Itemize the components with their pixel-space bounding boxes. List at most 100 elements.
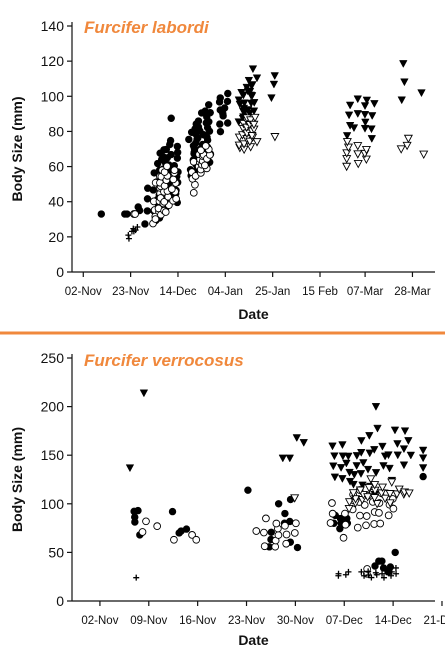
data-point-filled-triangle: [292, 434, 302, 443]
data-point-filled-triangle: [353, 95, 362, 104]
data-point-open-circle: [326, 519, 335, 527]
x-tick-label: 28-Mar: [394, 286, 431, 298]
data-point-filled-triangle: [125, 464, 135, 473]
data-point-filled-triangle: [361, 118, 370, 127]
x-tick-label: 09-Nov: [130, 615, 167, 627]
data-point-filled-triangle: [242, 83, 251, 92]
data-point-filled-circle: [134, 203, 142, 211]
data-point-filled-circle: [204, 101, 213, 109]
data-point-plus: [132, 227, 139, 234]
data-point-filled-triangle: [399, 60, 408, 68]
data-point-open-triangle: [351, 495, 361, 504]
data-point-open-circle: [282, 530, 291, 539]
data-point-filled-triangle: [404, 437, 413, 445]
data-point-filled-triangle: [139, 389, 149, 398]
data-point-open-triangle: [245, 116, 256, 125]
data-point-filled-circle: [205, 118, 213, 126]
data-point-open-circle: [376, 519, 385, 528]
y-tick-label: 60: [48, 159, 64, 175]
data-point-filled-circle: [166, 136, 175, 145]
x-tick-label: 16-Nov: [179, 615, 216, 627]
x-axis-label-labordi: Date: [238, 306, 269, 322]
data-point-filled-triangle: [338, 441, 347, 450]
data-point-open-circle: [281, 521, 289, 530]
data-point-open-triangle: [370, 494, 380, 503]
data-point-filled-triangle: [267, 94, 276, 103]
data-point-open-circle: [153, 522, 162, 531]
data-point-filled-circle: [194, 134, 202, 142]
data-point-filled-circle: [173, 142, 182, 151]
data-point-open-triangle: [403, 134, 413, 144]
data-point-open-circle: [170, 166, 179, 175]
data-point-filled-triangle: [350, 471, 359, 479]
data-point-filled-circle: [378, 557, 386, 565]
data-point-open-triangle: [344, 498, 355, 507]
data-point-open-triangle: [355, 486, 365, 495]
data-point-plus: [379, 570, 386, 577]
y-tick-label: 100: [41, 496, 65, 512]
data-point-filled-circle: [167, 114, 175, 122]
data-point-filled-circle: [216, 127, 225, 136]
marks-verrocosus: [125, 389, 428, 581]
data-point-open-circle: [192, 535, 201, 544]
data-point-open-triangle: [385, 490, 395, 499]
y-tick-label: 250: [41, 350, 65, 366]
data-point-open-circle: [260, 528, 268, 537]
data-point-filled-triangle: [249, 107, 259, 116]
data-point-plus: [125, 232, 132, 239]
data-point-open-circle: [260, 542, 269, 551]
data-point-open-triangle: [249, 120, 259, 130]
data-point-filled-triangle: [358, 481, 367, 490]
y-ticks-verrocosus: 0 50 100 150 200 250: [41, 350, 72, 609]
data-point-open-triangle: [342, 162, 352, 172]
data-point-filled-circle: [123, 210, 131, 218]
data-point-open-triangle: [419, 150, 429, 160]
data-point-filled-triangle: [406, 451, 416, 460]
data-point-filled-triangle: [393, 440, 402, 449]
data-point-open-triangle: [361, 146, 371, 155]
data-point-open-triangle: [247, 132, 257, 141]
data-point-filled-circle: [205, 127, 214, 135]
data-point-open-triangle: [290, 494, 300, 503]
data-point-open-circle: [341, 520, 350, 529]
data-point-open-triangle: [380, 494, 390, 504]
data-point-open-circle: [262, 514, 270, 523]
data-point-filled-triangle: [397, 96, 406, 105]
data-point-filled-triangle: [330, 473, 340, 482]
data-point-open-circle: [341, 509, 349, 518]
data-point-plus: [393, 570, 400, 577]
data-point-filled-triangle: [278, 454, 288, 463]
data-point-open-triangle: [402, 141, 412, 151]
data-point-open-triangle: [364, 483, 374, 493]
x-axis-label-verrocosus: Date: [238, 632, 269, 648]
data-point-open-triangle: [250, 113, 260, 123]
data-point-open-triangle: [353, 142, 363, 151]
data-point-plus: [358, 568, 365, 575]
data-point-open-circle: [339, 533, 348, 542]
data-point-filled-triangle: [244, 76, 254, 85]
data-point-filled-triangle: [367, 112, 377, 120]
data-point-filled-triangle: [365, 432, 374, 440]
data-point-filled-triangle: [360, 124, 370, 133]
data-point-open-circle: [161, 208, 170, 216]
data-point-filled-triangle: [349, 480, 358, 489]
data-point-filled-triangle: [371, 469, 381, 477]
data-point-filled-triangle: [328, 442, 337, 451]
data-point-filled-triangle: [363, 465, 373, 474]
data-point-filled-triangle: [360, 102, 370, 111]
data-point-filled-circle: [224, 89, 232, 98]
data-point-open-circle: [163, 162, 171, 171]
y-tick-label: 120: [41, 53, 65, 69]
data-point-open-triangle: [234, 141, 244, 150]
data-point-filled-triangle: [247, 92, 257, 100]
x-tick-label: 23-Nov: [228, 615, 265, 627]
data-point-filled-triangle: [385, 464, 394, 473]
data-point-open-circle: [160, 197, 169, 206]
x-ticks-labordi: 02-Nov 23-Nov 14-Dec 04-Jan 25-Jan 15 Feb 07-M…: [65, 272, 431, 298]
x-tick-label: 02-Nov: [65, 286, 102, 298]
y-tick-label: 80: [48, 123, 64, 139]
data-point-filled-circle: [419, 472, 427, 481]
chart-title-labordi: Furcifer labordi: [84, 18, 210, 37]
data-point-filled-triangle: [243, 106, 253, 115]
data-point-open-circle: [252, 527, 261, 535]
